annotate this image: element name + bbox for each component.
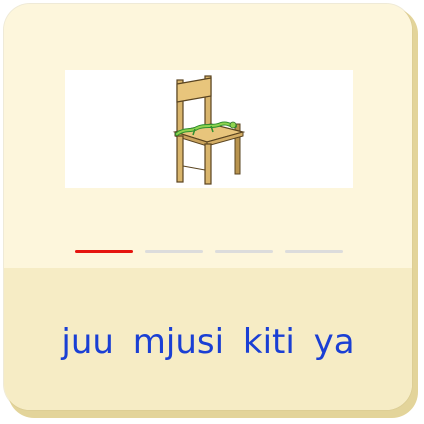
progress-segment: [145, 250, 203, 253]
progress-segment: [285, 250, 343, 253]
caption-word[interactable]: ya: [313, 322, 355, 362]
sentence-caption: juu mjusi kiti ya: [4, 322, 412, 362]
progress-segment: [75, 250, 133, 253]
progress-indicator: [75, 250, 345, 254]
caption-word[interactable]: juu: [61, 322, 114, 362]
chair-with-lizard-icon: [172, 75, 245, 185]
flashcard[interactable]: juu mjusi kiti ya: [4, 4, 412, 410]
caption-word[interactable]: kiti: [242, 322, 295, 362]
caption-word[interactable]: mjusi: [132, 322, 225, 362]
illustration-panel: [65, 70, 353, 188]
progress-segment: [215, 250, 273, 253]
card-caption-section: [4, 268, 412, 410]
